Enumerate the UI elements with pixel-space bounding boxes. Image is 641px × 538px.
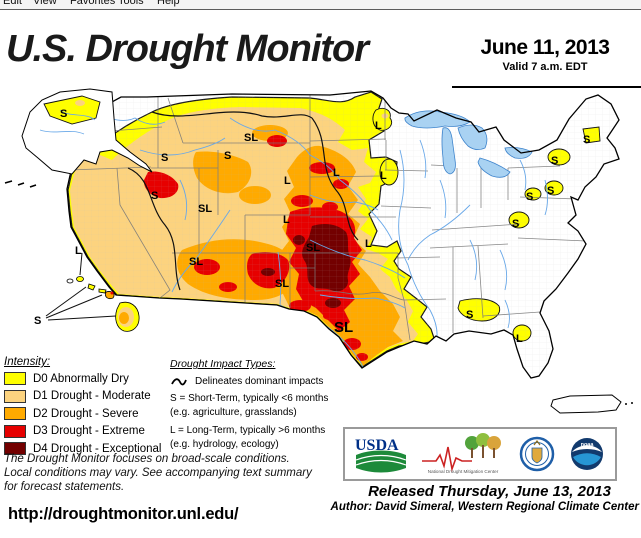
legend-row-d4: D4 Drought - Exceptional: [4, 442, 166, 455]
impact-label-s: S: [161, 152, 168, 164]
lake-michigan: [441, 127, 456, 175]
impact-label-l: L: [375, 120, 382, 132]
impact-label-s: S: [60, 108, 67, 120]
author-credit: Author: David Simeral, Western Regional …: [330, 501, 639, 513]
impact-label-s: S: [547, 185, 554, 197]
short-term-text: S = Short-Term, typically <6 months: [170, 393, 329, 404]
d1-label: D1 Drought - Moderate: [33, 390, 151, 402]
lake-erie: [477, 157, 511, 178]
usda-logo: USDA: [355, 437, 407, 473]
great-lakes: [404, 110, 533, 178]
impact-label-l: L: [516, 333, 523, 345]
conus-map: [66, 90, 620, 379]
impact-label-sl: SL: [275, 278, 289, 290]
impact-label-sl: SL: [198, 203, 212, 215]
browser-menubar: Edit View Favorites Tools Help: [0, 0, 641, 10]
tilde-icon: [171, 378, 187, 386]
impact-label-s: S: [583, 134, 590, 146]
d4-label: D4 Drought - Exceptional: [33, 442, 162, 455]
legend-row-d0: D0 Abnormally Dry: [4, 372, 166, 385]
svg-text:National Drought Mitigation Ce: National Drought Mitigation Center: [428, 469, 499, 474]
impact-label-sl: SL: [244, 132, 258, 144]
impact-delineations: [127, 111, 359, 291]
hawaii-inset: [45, 252, 140, 332]
long-term-example: (e.g. hydrology, ecology): [170, 439, 279, 450]
released-date: Released Thursday, June 13, 2013: [368, 483, 611, 500]
impact-label-s: S: [551, 155, 558, 167]
menu-help[interactable]: Help: [157, 0, 180, 7]
drought-layers: [67, 91, 619, 378]
map-date-block: June 11, 2013 Valid 7 a.m. EDT: [452, 36, 638, 73]
impact-label-s: S: [526, 191, 533, 203]
ndmc-trees: [465, 433, 501, 458]
impact-label-l: L: [284, 175, 291, 187]
svg-text:USDA: USDA: [355, 437, 399, 454]
legend-row-d2: D2 Drought - Severe: [4, 407, 166, 420]
impact-label-sl: SL: [334, 319, 353, 336]
impact-types-block: Drought Impact Types: Delineates dominan…: [170, 358, 348, 457]
site-url: http://droughtmonitor.unl.edu/: [8, 505, 239, 523]
delineates-row: Delineates dominant impacts: [170, 376, 348, 387]
ndmc-logo: National Drought Mitigation Center: [422, 433, 501, 474]
impact-label-l: L: [333, 167, 340, 179]
d4-swatch: [4, 442, 26, 455]
impact-label-sl: SL: [189, 256, 203, 268]
agency-logo-box: USDA National Drought Mitigation Center: [343, 427, 617, 481]
d2-label: D2 Drought - Severe: [33, 407, 139, 420]
noaa-logo: noaa: [571, 438, 603, 470]
date-underline: [452, 86, 641, 88]
impact-label-l: L: [365, 238, 372, 250]
d1-swatch: [4, 389, 26, 403]
map-date: June 11, 2013: [480, 36, 610, 59]
menu-tools[interactable]: Tools: [118, 0, 144, 7]
commerce-seal: [519, 436, 555, 472]
impact-label-l: L: [75, 245, 82, 257]
alaska-inset: [4, 88, 153, 188]
lake-ontario: [504, 147, 533, 159]
menu-edit[interactable]: Edit: [3, 0, 22, 7]
impact-label-s: S: [466, 309, 473, 321]
valid-time: Valid 7 a.m. EDT: [502, 61, 588, 73]
impact-label-s: S: [224, 150, 231, 162]
puerto-rico-inset: [550, 394, 633, 414]
legend-row-d1: D1 Drought - Moderate: [4, 389, 166, 403]
d2-swatch: [4, 407, 26, 420]
d0-label: D0 Abnormally Dry: [33, 372, 129, 385]
d0-swatch: [4, 372, 26, 385]
menu-favorites[interactable]: Favorites: [70, 0, 116, 7]
page-title: U.S. Drought Monitor: [6, 28, 369, 70]
impact-label-sl: SL: [306, 242, 320, 254]
short-term-example: (e.g. agriculture, grasslands): [170, 407, 297, 418]
impact-label-l: L: [380, 170, 387, 182]
legend-row-d3: D3 Drought - Extreme: [4, 424, 166, 438]
svg-text:noaa: noaa: [581, 442, 595, 448]
lake-superior: [404, 110, 471, 129]
impact-label-s: S: [151, 190, 158, 202]
d3-swatch: [4, 424, 26, 438]
impact-label-s: S: [512, 218, 519, 230]
menu-view[interactable]: View: [33, 0, 57, 7]
impact-types-heading: Drought Impact Types:: [170, 358, 276, 370]
delineates-text: Delineates dominant impacts: [195, 376, 324, 387]
impact-label-l: L: [283, 214, 290, 226]
disclaimer-text: The Drought Monitor focuses on broad-sca…: [4, 453, 312, 493]
d3-label: D3 Drought - Extreme: [33, 425, 145, 437]
intensity-legend: Intensity: D0 Abnormally Dry D1 Drought …: [4, 356, 166, 460]
legend-heading: Intensity:: [4, 356, 51, 368]
long-term-text: L = Long-Term, typically >6 months: [170, 425, 326, 436]
impact-label-s: S: [34, 315, 41, 327]
